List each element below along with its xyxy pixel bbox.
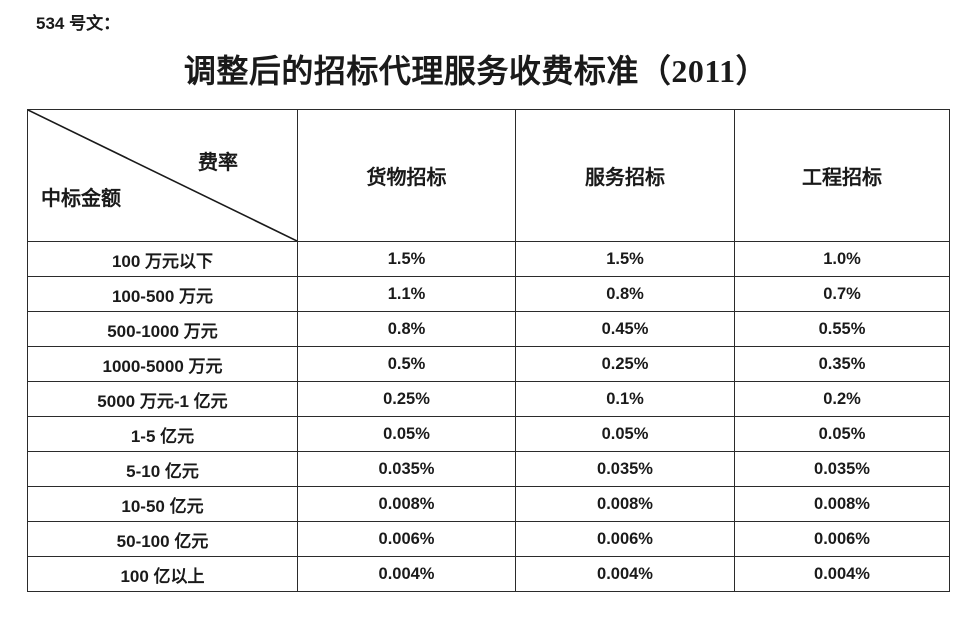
table-row: 100-500 万元 1.1% 0.8% 0.7% — [27, 276, 950, 312]
header-row: 费率 中标金额 货物招标 服务招标 工程招标 — [27, 109, 950, 242]
fee-cell: 0.008% — [734, 486, 950, 522]
corner-label-amount: 中标金额 — [41, 188, 121, 210]
row-label: 10-50 亿元 — [27, 486, 298, 522]
column-header-goods: 货物招标 — [297, 109, 516, 242]
fee-cell: 0.006% — [515, 521, 735, 557]
fee-cell: 0.004% — [734, 556, 950, 592]
table-row: 5-10 亿元 0.035% 0.035% 0.035% — [27, 451, 950, 487]
table-row: 500-1000 万元 0.8% 0.45% 0.55% — [27, 311, 950, 347]
fee-cell: 0.2% — [734, 381, 950, 417]
column-header-services: 服务招标 — [515, 109, 735, 242]
table-row: 10-50 亿元 0.008% 0.008% 0.008% — [27, 486, 950, 522]
table-row: 100 亿以上 0.004% 0.004% 0.004% — [27, 556, 950, 592]
fee-cell: 1.5% — [515, 241, 735, 277]
fee-cell: 0.035% — [734, 451, 950, 487]
table-row: 100 万元以下 1.5% 1.5% 1.0% — [27, 241, 950, 277]
fee-cell: 0.004% — [297, 556, 516, 592]
fee-cell: 0.006% — [297, 521, 516, 557]
fee-cell: 0.35% — [734, 346, 950, 382]
diagonal-line — [28, 110, 297, 241]
table-row: 1-5 亿元 0.05% 0.05% 0.05% — [27, 416, 950, 452]
fee-cell: 1.5% — [297, 241, 516, 277]
fee-cell: 0.55% — [734, 311, 950, 347]
row-label: 100-500 万元 — [27, 276, 298, 312]
fee-cell: 0.006% — [734, 521, 950, 557]
doc-number: 534 号文： — [36, 14, 121, 33]
fee-cell: 0.8% — [297, 311, 516, 347]
fee-cell: 0.7% — [734, 276, 950, 312]
fee-cell: 1.1% — [297, 276, 516, 312]
row-label: 500-1000 万元 — [27, 311, 298, 347]
corner-cell: 费率 中标金额 — [27, 109, 298, 242]
table-row: 5000 万元-1 亿元 0.25% 0.1% 0.2% — [27, 381, 950, 417]
fee-table: 费率 中标金额 货物招标 服务招标 工程招标 100 万元以下 1.5% 1.5… — [27, 109, 950, 592]
page-title: 调整后的招标代理服务收费标准（2011） — [183, 53, 769, 89]
fee-cell: 0.25% — [297, 381, 516, 417]
fee-cell: 1.0% — [734, 241, 950, 277]
fee-cell: 0.1% — [515, 381, 735, 417]
fee-cell: 0.008% — [297, 486, 516, 522]
column-header-engineering: 工程招标 — [734, 109, 950, 242]
fee-cell: 0.5% — [297, 346, 516, 382]
row-label: 100 亿以上 — [27, 556, 298, 592]
fee-cell: 0.035% — [515, 451, 735, 487]
fee-cell: 0.05% — [734, 416, 950, 452]
fee-cell: 0.05% — [515, 416, 735, 452]
row-label: 100 万元以下 — [27, 241, 298, 277]
row-label: 1000-5000 万元 — [27, 346, 298, 382]
row-label: 50-100 亿元 — [27, 521, 298, 557]
fee-cell: 0.8% — [515, 276, 735, 312]
fee-cell: 0.25% — [515, 346, 735, 382]
table-row: 1000-5000 万元 0.5% 0.25% 0.35% — [27, 346, 950, 382]
row-label: 5000 万元-1 亿元 — [27, 381, 298, 417]
fee-cell: 0.45% — [515, 311, 735, 347]
fee-cell: 0.05% — [297, 416, 516, 452]
fee-cell: 0.035% — [297, 451, 516, 487]
table-row: 50-100 亿元 0.006% 0.006% 0.006% — [27, 521, 950, 557]
corner-label-rate: 费率 — [198, 152, 238, 174]
row-label: 5-10 亿元 — [27, 451, 298, 487]
fee-cell: 0.008% — [515, 486, 735, 522]
fee-cell: 0.004% — [515, 556, 735, 592]
row-label: 1-5 亿元 — [27, 416, 298, 452]
